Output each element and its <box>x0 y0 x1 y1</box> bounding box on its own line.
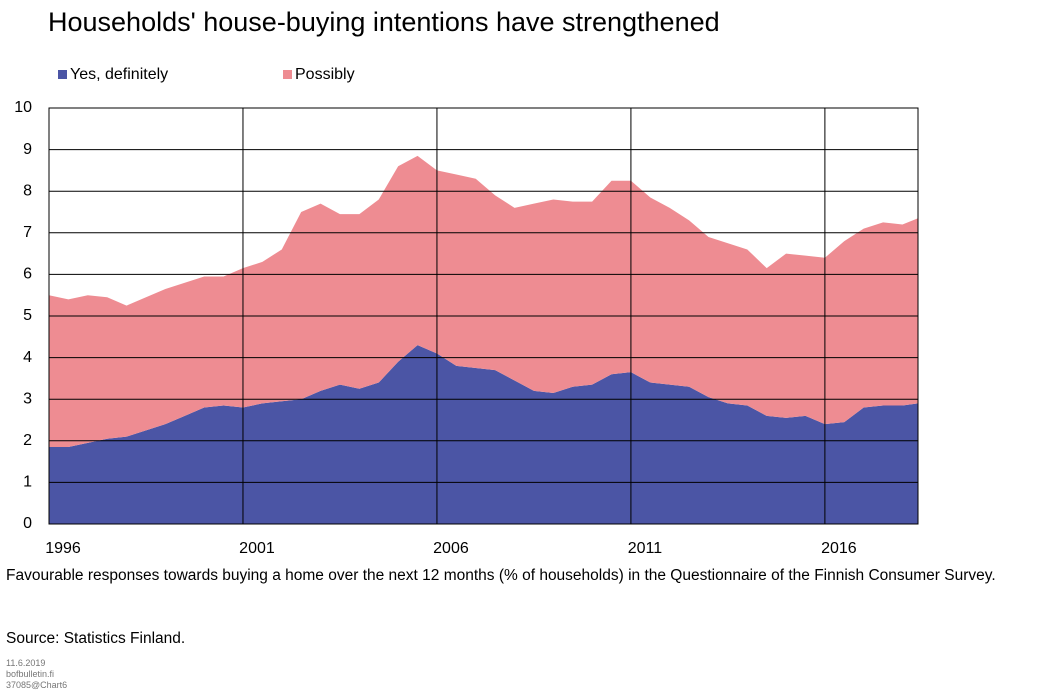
plot-border <box>48 107 919 525</box>
y-tick-label: 3 <box>23 390 32 407</box>
footer-line: bofbulletin.fi <box>6 669 55 679</box>
x-tick-label: 2011 <box>628 540 663 557</box>
y-tick-label: 8 <box>23 182 32 199</box>
chart: Households' house-buying intentions have… <box>14 7 919 557</box>
y-tick-label: 5 <box>23 307 32 324</box>
legend-label: Yes, definitely <box>70 66 168 83</box>
y-tick-label: 0 <box>23 515 32 532</box>
y-tick-label: 1 <box>23 474 32 491</box>
area <box>49 345 918 524</box>
area <box>49 155 918 448</box>
source: Source: Statistics Finland. <box>6 630 186 647</box>
x-tick-label: 1996 <box>45 540 81 557</box>
chart-title: Households' house-buying intentions have… <box>48 7 720 37</box>
y-tick-label: 4 <box>23 349 32 366</box>
legend-swatch <box>58 70 67 79</box>
y-tick-label: 6 <box>23 266 32 283</box>
y-tick-label: 7 <box>23 224 32 241</box>
footer-line: 37085@Chart6 <box>6 680 68 690</box>
x-tick-label: 2006 <box>433 540 469 557</box>
y-tick-label: 9 <box>23 141 32 158</box>
y-tick-label: 2 <box>23 432 32 449</box>
legend-swatch <box>283 70 292 79</box>
footer-line: 11.6.2019 <box>6 658 46 668</box>
subtitle: Favourable responses towards buying a ho… <box>6 567 996 584</box>
legend-label: Possibly <box>295 66 355 83</box>
x-tick-label: 2016 <box>821 540 857 557</box>
y-tick-label: 10 <box>14 99 32 116</box>
x-tick-label: 2001 <box>239 540 275 557</box>
